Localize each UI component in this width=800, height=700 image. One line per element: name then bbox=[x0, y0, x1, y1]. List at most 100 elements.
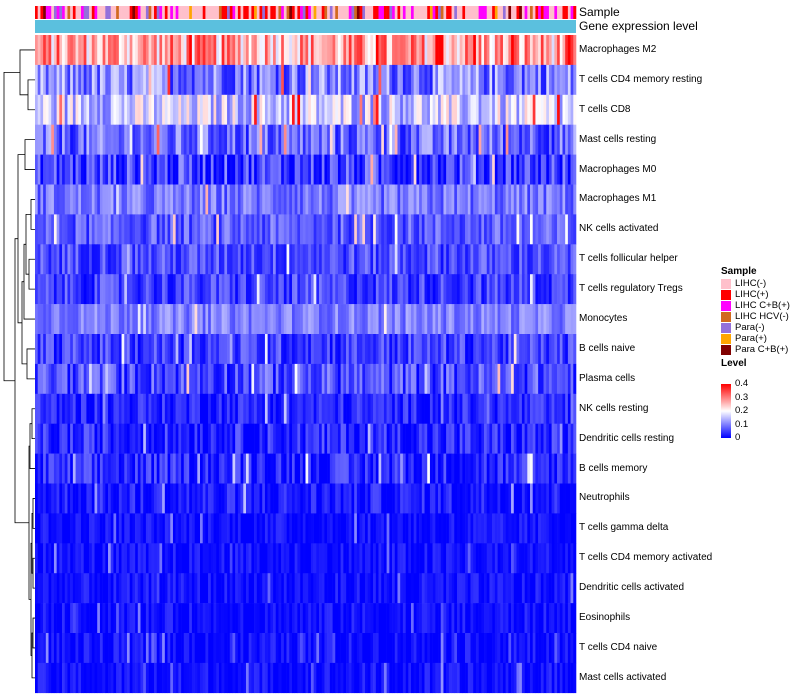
heatmap-cell bbox=[319, 603, 323, 634]
heatmap-cell bbox=[494, 483, 498, 514]
heatmap-cell bbox=[283, 244, 287, 275]
heatmap-cell bbox=[337, 154, 341, 185]
heatmap-cell bbox=[62, 334, 66, 365]
heatmap-cell bbox=[513, 214, 517, 245]
heatmap-cell bbox=[235, 35, 239, 66]
heatmap-cell bbox=[405, 124, 409, 155]
heatmap-cell bbox=[327, 154, 331, 185]
heatmap-cell bbox=[348, 573, 352, 604]
heatmap-cell bbox=[332, 214, 336, 245]
heatmap-cell bbox=[337, 214, 341, 245]
heatmap-cell bbox=[286, 124, 290, 155]
heatmap-cell bbox=[240, 603, 244, 634]
heatmap-cell bbox=[256, 453, 260, 484]
heatmap-cell bbox=[75, 393, 79, 424]
heatmap-cell bbox=[400, 573, 404, 604]
sample-legend-item: LIHC HCV(-) bbox=[721, 311, 800, 322]
heatmap-cell bbox=[59, 274, 63, 305]
heatmap-cell bbox=[105, 393, 109, 424]
heatmap-cell bbox=[113, 662, 117, 694]
heatmap-cell bbox=[540, 334, 544, 365]
heatmap-cell bbox=[438, 244, 442, 275]
heatmap-cell bbox=[389, 483, 393, 514]
heatmap-cell bbox=[454, 483, 458, 514]
heatmap-cell bbox=[448, 334, 452, 365]
heatmap-cell bbox=[124, 393, 128, 424]
heatmap-cell bbox=[218, 94, 222, 125]
heatmap-cell bbox=[45, 304, 49, 335]
heatmap-cell bbox=[132, 573, 136, 604]
heatmap-cell bbox=[291, 334, 295, 365]
heatmap-cell bbox=[167, 244, 171, 275]
heatmap-cell bbox=[172, 543, 176, 574]
heatmap-cell bbox=[540, 543, 544, 574]
heatmap-cell bbox=[124, 214, 128, 245]
heatmap-cell bbox=[167, 662, 171, 694]
heatmap-cell bbox=[264, 64, 268, 96]
heatmap-cell bbox=[538, 274, 542, 305]
heatmap-cell bbox=[156, 64, 160, 96]
heatmap-cell bbox=[64, 513, 68, 544]
heatmap-cell bbox=[538, 214, 542, 245]
heatmap-cell bbox=[543, 513, 547, 544]
heatmap-cell bbox=[62, 154, 66, 185]
heatmap-cell bbox=[235, 453, 239, 484]
heatmap-cell bbox=[397, 543, 401, 574]
heatmap-cell bbox=[72, 662, 76, 694]
heatmap-cell bbox=[316, 423, 320, 454]
heatmap-cell bbox=[521, 662, 525, 694]
heatmap-cell bbox=[53, 184, 57, 215]
heatmap-cell bbox=[275, 124, 279, 155]
heatmap-cell bbox=[551, 543, 555, 574]
heatmap-cell bbox=[337, 573, 341, 604]
heatmap-cell bbox=[365, 94, 369, 125]
heatmap-cell bbox=[370, 184, 374, 215]
heatmap-cell bbox=[381, 483, 385, 514]
heatmap-cell bbox=[375, 513, 379, 544]
heatmap-cell bbox=[332, 633, 336, 664]
heatmap-cell bbox=[319, 363, 323, 395]
heatmap-cell bbox=[456, 513, 460, 544]
heatmap-cell bbox=[508, 662, 512, 694]
heatmap-cell bbox=[245, 35, 249, 66]
heatmap-cell bbox=[45, 184, 49, 215]
heatmap-cell bbox=[267, 35, 271, 66]
heatmap-cell bbox=[37, 393, 41, 424]
heatmap-cell bbox=[500, 154, 504, 185]
heatmap-cell bbox=[51, 184, 55, 215]
heatmap-cell bbox=[297, 244, 301, 275]
heatmap-cell bbox=[419, 393, 423, 424]
heatmap-cell bbox=[337, 363, 341, 395]
heatmap-cell bbox=[164, 64, 168, 96]
heatmap-cell bbox=[557, 573, 561, 604]
heatmap-cell bbox=[486, 543, 490, 574]
heatmap-cell bbox=[270, 513, 274, 544]
heatmap-cell bbox=[202, 244, 206, 275]
heatmap-cell bbox=[181, 244, 185, 275]
heatmap-cell bbox=[43, 423, 47, 454]
heatmap-cell bbox=[124, 64, 128, 96]
heatmap-cell bbox=[375, 483, 379, 514]
heatmap-cell bbox=[197, 334, 201, 365]
heatmap-cell bbox=[56, 244, 60, 275]
heatmap-cell bbox=[283, 35, 287, 66]
sample-annotation-cell bbox=[148, 6, 152, 19]
heatmap-cell bbox=[524, 184, 528, 215]
heatmap-cell bbox=[194, 35, 198, 66]
heatmap-cell bbox=[62, 214, 66, 245]
heatmap-cell bbox=[316, 35, 320, 66]
heatmap-cell bbox=[245, 334, 249, 365]
heatmap-cell bbox=[251, 184, 255, 215]
heatmap-cell bbox=[378, 573, 382, 604]
heatmap-cell bbox=[451, 214, 455, 245]
heatmap-cell bbox=[137, 274, 141, 305]
heatmap-cell bbox=[383, 304, 387, 335]
heatmap-cell bbox=[259, 633, 263, 664]
heatmap-cell bbox=[267, 214, 271, 245]
heatmap-cell bbox=[373, 184, 377, 215]
heatmap-cell bbox=[465, 662, 469, 694]
heatmap-cell bbox=[235, 573, 239, 604]
heatmap-cell bbox=[286, 483, 290, 514]
heatmap-cell bbox=[408, 483, 412, 514]
heatmap-cell bbox=[178, 423, 182, 454]
